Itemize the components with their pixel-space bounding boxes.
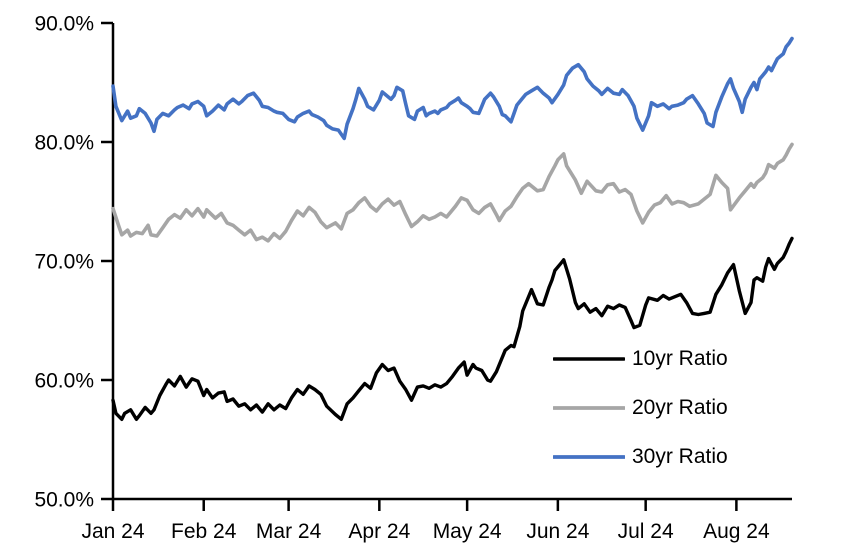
- x-axis-tick-label: Aug 24: [703, 520, 770, 543]
- series-line-20yr-ratio: [111, 142, 794, 243]
- legend-swatch-10yr-icon: [553, 357, 625, 361]
- y-axis-tick-label: 90.0%: [34, 12, 94, 35]
- x-axis-tick-label: Feb 24: [171, 520, 237, 543]
- legend-label-10yr-ratio: 10yr Ratio: [632, 347, 728, 370]
- y-axis-tick-label: 80.0%: [34, 131, 94, 154]
- y-axis-tick-label: 70.0%: [34, 250, 94, 273]
- legend-swatch-30yr-icon: [553, 455, 625, 459]
- x-axis-tick-label: May 24: [433, 520, 502, 543]
- y-axis-tick-label: 50.0%: [34, 488, 94, 511]
- x-axis-tick-label: Jun 24: [526, 520, 589, 543]
- legend-label-30yr-ratio: 30yr Ratio: [632, 445, 728, 468]
- series-line-10yr-ratio: [111, 236, 794, 421]
- x-axis-tick-label: Jul 24: [618, 520, 674, 543]
- legend-item-30yr-ratio[interactable]: 30yr Ratio: [553, 442, 728, 472]
- legend-item-20yr-ratio[interactable]: 20yr Ratio: [553, 393, 728, 423]
- y-axis-tick-label: 60.0%: [34, 369, 94, 392]
- legend-swatch-20yr-icon: [553, 406, 625, 410]
- legend-label-20yr-ratio: 20yr Ratio: [632, 396, 728, 419]
- axis-lines: [111, 23, 792, 501]
- legend-item-10yr-ratio[interactable]: 10yr Ratio: [553, 344, 728, 374]
- x-axis-tick-label: Jan 24: [81, 520, 144, 543]
- x-axis-tick-label: Mar 24: [256, 520, 322, 543]
- series-line-30yr-ratio: [111, 36, 794, 141]
- x-axis-tick-label: Apr 24: [348, 520, 410, 543]
